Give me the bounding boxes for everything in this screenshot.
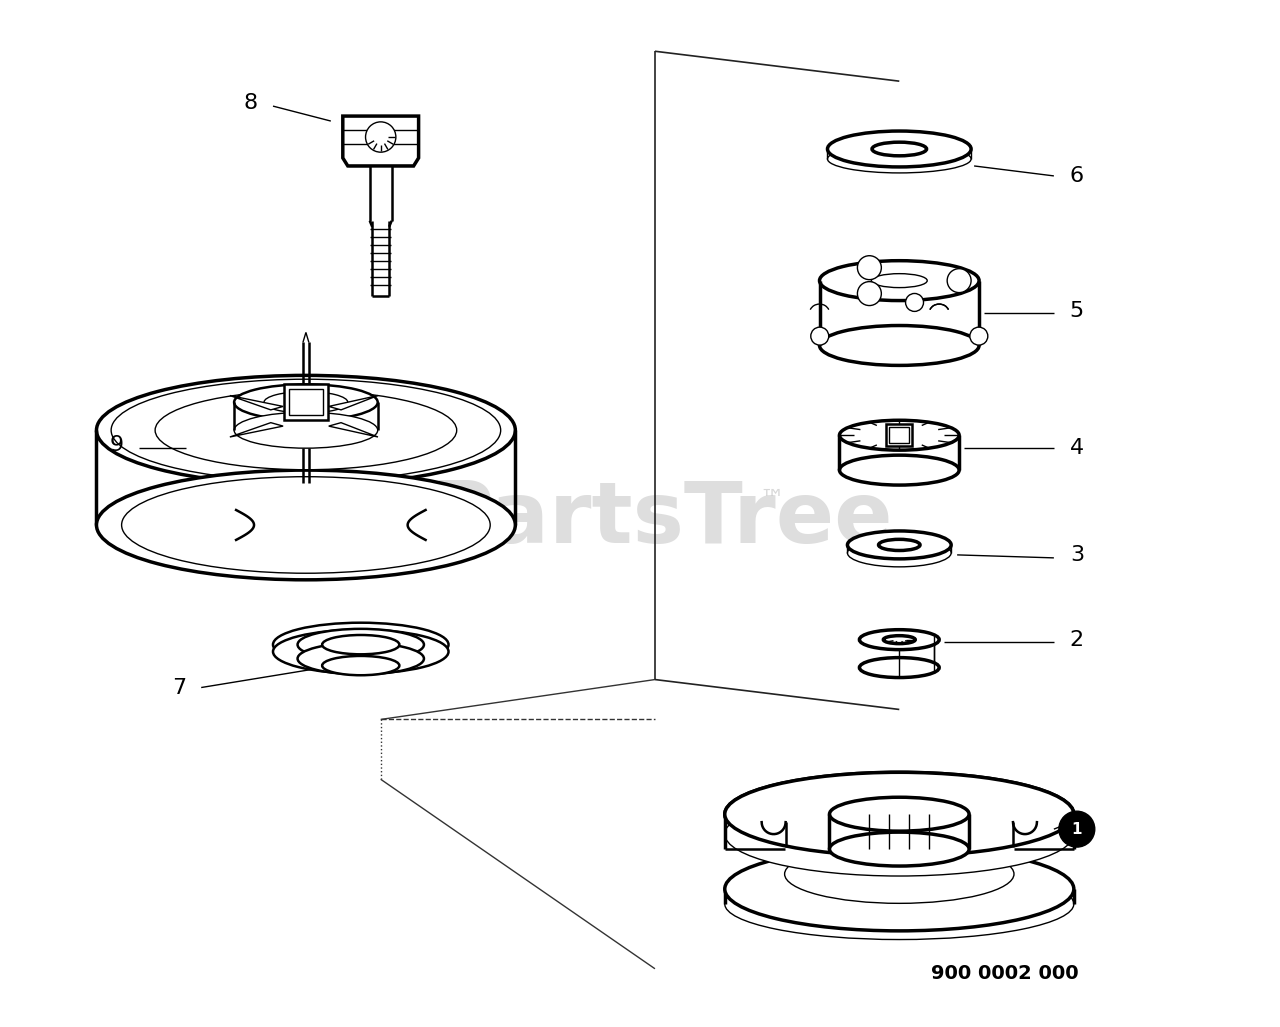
Ellipse shape [724, 792, 1074, 876]
Text: 7: 7 [173, 678, 187, 697]
Text: 2: 2 [1070, 630, 1084, 650]
Ellipse shape [883, 636, 915, 644]
Text: 900 0002 000: 900 0002 000 [931, 964, 1079, 983]
Bar [284, 384, 328, 420]
Ellipse shape [724, 847, 1074, 930]
Text: PartsTree: PartsTree [430, 479, 893, 562]
Bar [890, 427, 909, 444]
Text: ™: ™ [759, 488, 785, 512]
Ellipse shape [785, 820, 1014, 878]
Ellipse shape [819, 326, 979, 366]
Ellipse shape [859, 657, 940, 678]
Circle shape [810, 328, 828, 345]
Ellipse shape [872, 142, 927, 156]
Polygon shape [329, 423, 378, 438]
Circle shape [858, 281, 882, 306]
Text: 1: 1 [1071, 822, 1082, 837]
Ellipse shape [785, 844, 1014, 904]
Ellipse shape [96, 376, 516, 485]
Circle shape [905, 294, 923, 311]
Ellipse shape [297, 643, 424, 675]
Ellipse shape [847, 531, 951, 559]
Ellipse shape [323, 635, 399, 654]
Circle shape [947, 269, 972, 293]
Ellipse shape [724, 772, 1074, 857]
Ellipse shape [847, 539, 951, 567]
Ellipse shape [96, 470, 516, 580]
Polygon shape [343, 116, 419, 166]
Ellipse shape [122, 477, 490, 573]
Text: 4: 4 [1070, 439, 1084, 458]
Ellipse shape [827, 145, 972, 173]
Ellipse shape [724, 869, 1074, 940]
Polygon shape [230, 395, 283, 410]
Text: 8: 8 [244, 93, 259, 113]
Text: 6: 6 [1070, 166, 1084, 186]
Bar [886, 424, 913, 446]
Polygon shape [329, 395, 378, 410]
Ellipse shape [840, 420, 959, 450]
Ellipse shape [859, 630, 940, 650]
Text: 5: 5 [1070, 301, 1084, 320]
Ellipse shape [234, 412, 378, 448]
Ellipse shape [724, 772, 1074, 857]
Ellipse shape [829, 797, 969, 831]
Ellipse shape [273, 622, 448, 667]
Ellipse shape [234, 384, 378, 420]
Circle shape [1059, 811, 1094, 847]
Ellipse shape [827, 131, 972, 167]
Ellipse shape [323, 656, 399, 675]
Ellipse shape [829, 832, 969, 866]
Ellipse shape [819, 261, 979, 301]
Polygon shape [230, 423, 283, 438]
Circle shape [858, 256, 882, 279]
Circle shape [366, 122, 396, 152]
Bar [289, 389, 323, 415]
Ellipse shape [297, 629, 424, 660]
Ellipse shape [155, 390, 457, 469]
Ellipse shape [273, 630, 448, 674]
Ellipse shape [264, 391, 348, 413]
Circle shape [970, 328, 988, 345]
Text: 3: 3 [1070, 545, 1084, 565]
Text: 9: 9 [109, 435, 123, 455]
Ellipse shape [878, 539, 920, 550]
Ellipse shape [111, 379, 500, 482]
Ellipse shape [840, 455, 959, 485]
Ellipse shape [872, 273, 927, 288]
